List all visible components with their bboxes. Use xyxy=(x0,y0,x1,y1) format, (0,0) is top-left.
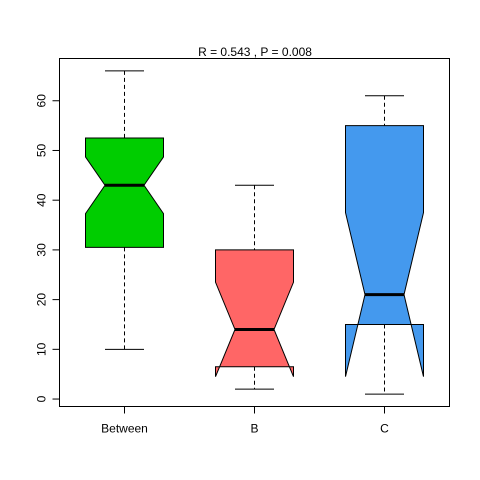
box-body xyxy=(215,249,294,377)
plot-frame xyxy=(59,58,450,407)
y-tick-label: 0 xyxy=(35,395,49,402)
box-b xyxy=(215,184,294,390)
box-body xyxy=(345,125,424,377)
box-c xyxy=(345,95,424,395)
box-between xyxy=(85,70,164,350)
y-tick-label: 40 xyxy=(35,193,49,207)
y-tick-label: 30 xyxy=(35,243,49,257)
x-tick-label: C xyxy=(380,422,389,436)
x-axis: Between B C xyxy=(101,406,389,436)
y-tick-label: 50 xyxy=(35,143,49,157)
box-body xyxy=(85,137,164,248)
x-tick-label: Between xyxy=(101,422,148,436)
y-tick-label: 60 xyxy=(35,94,49,108)
y-axis: 0 10 20 30 40 50 60 xyxy=(35,94,60,402)
chart-title: R = 0.543 , P = 0.008 xyxy=(198,45,312,59)
y-tick-label: 10 xyxy=(35,342,49,356)
x-tick-label: B xyxy=(250,422,258,436)
y-tick-label: 20 xyxy=(35,293,49,307)
boxes-layer xyxy=(85,70,424,395)
